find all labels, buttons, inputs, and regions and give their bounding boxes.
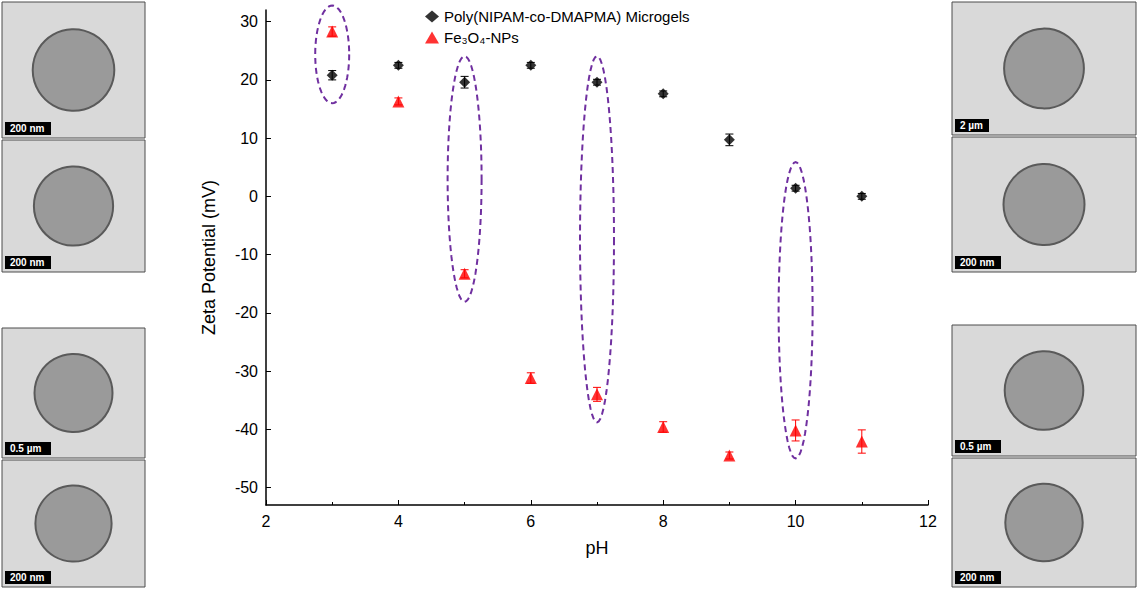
svg-text:0.5 µm: 0.5 µm	[960, 441, 991, 452]
svg-text:0: 0	[249, 188, 258, 205]
svg-text:10: 10	[787, 513, 805, 530]
svg-text:10: 10	[240, 130, 258, 147]
svg-text:Zeta Potential (mV): Zeta Potential (mV)	[199, 180, 219, 335]
svg-text:12: 12	[919, 513, 937, 530]
svg-text:20: 20	[240, 71, 258, 88]
svg-text:200 nm: 200 nm	[10, 572, 45, 583]
svg-text:4: 4	[394, 513, 403, 530]
svg-text:-30: -30	[235, 363, 258, 380]
svg-text:0.5 µm: 0.5 µm	[10, 443, 41, 454]
svg-text:-20: -20	[235, 304, 258, 321]
svg-text:Poly(NIPAM-co-DMAPMA) Microgel: Poly(NIPAM-co-DMAPMA) Microgels	[444, 8, 690, 25]
svg-text:2 µm: 2 µm	[960, 120, 983, 131]
svg-text:200 nm: 200 nm	[10, 123, 45, 134]
svg-text:8: 8	[659, 513, 668, 530]
svg-text:2: 2	[262, 513, 271, 530]
svg-text:200 nm: 200 nm	[10, 257, 45, 268]
svg-text:-10: -10	[235, 246, 258, 263]
svg-text:6: 6	[526, 513, 535, 530]
svg-text:200 nm: 200 nm	[960, 257, 995, 268]
svg-text:200 nm: 200 nm	[960, 572, 995, 583]
svg-text:30: 30	[240, 13, 258, 30]
svg-text:-40: -40	[235, 421, 258, 438]
svg-text:pH: pH	[585, 538, 608, 558]
svg-text:-50: -50	[235, 479, 258, 496]
svg-text:Fe₃O₄-NPs: Fe₃O₄-NPs	[444, 29, 519, 46]
